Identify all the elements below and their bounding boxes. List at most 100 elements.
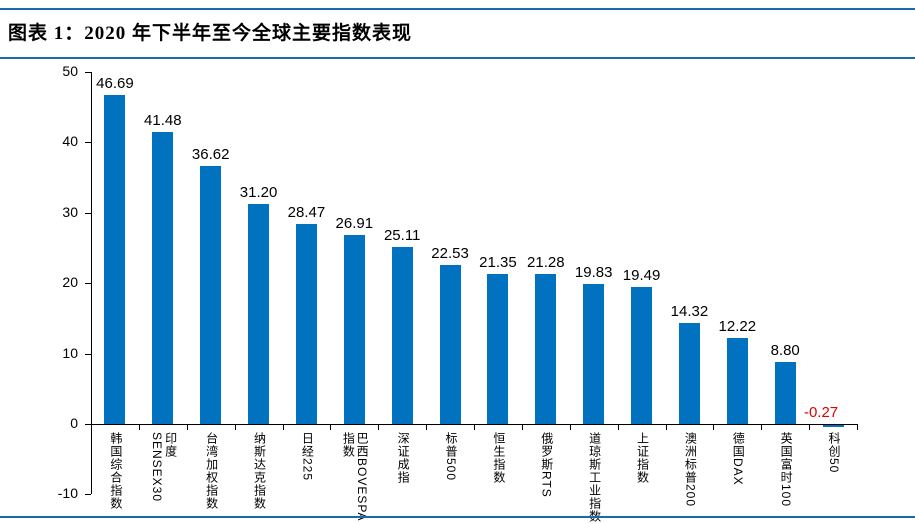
x-axis-label: 德国DAX bbox=[707, 432, 767, 524]
x-axis-tick bbox=[474, 424, 475, 430]
bar bbox=[583, 284, 605, 424]
x-axis-label-text: 恒生指数 bbox=[491, 432, 506, 484]
x-axis-label-text: 澳洲标普200 bbox=[683, 432, 698, 508]
x-axis-label: 韩国综合指数 bbox=[85, 432, 145, 524]
bar bbox=[200, 166, 222, 424]
x-axis-tick bbox=[426, 424, 428, 430]
y-axis-tick-label: 30 bbox=[62, 203, 78, 220]
figure-caption: 图表 1：2020 年下半年至今全球主要指数表现 bbox=[8, 23, 413, 44]
y-axis-tick-label: 40 bbox=[62, 133, 78, 150]
bar-value-label: 41.48 bbox=[144, 111, 182, 129]
x-axis-tick bbox=[282, 424, 284, 430]
bar-value-label: 14.32 bbox=[670, 303, 709, 321]
bar-value-label: 8.80 bbox=[770, 342, 800, 360]
x-axis-tick bbox=[138, 424, 140, 430]
x-axis-tick bbox=[617, 424, 619, 430]
bar-value-label: 31.20 bbox=[239, 184, 278, 202]
y-axis-tick bbox=[85, 353, 91, 355]
bar bbox=[535, 274, 557, 424]
x-axis-label-text: 日经225 bbox=[300, 432, 315, 482]
x-axis-label: 道琼斯工业指数 bbox=[564, 432, 624, 524]
x-axis-tick bbox=[665, 424, 667, 430]
caption-underline-rule bbox=[0, 57, 915, 59]
x-axis-label: 恒生指数 bbox=[468, 432, 528, 524]
x-axis-label-text: 印度SENSEX30 bbox=[149, 432, 178, 503]
bar bbox=[104, 95, 126, 424]
bar bbox=[487, 273, 509, 424]
top-border-rule bbox=[0, 8, 915, 10]
bar-value-label: 19.83 bbox=[574, 264, 613, 282]
bar bbox=[248, 204, 270, 424]
x-axis-label: 印度SENSEX30 bbox=[133, 432, 193, 524]
x-axis-label-text: 巴西BOVESPA指数 bbox=[341, 432, 370, 522]
x-axis-label-text: 道琼斯工业指数 bbox=[587, 432, 602, 523]
x-axis-label-text: 标普500 bbox=[443, 432, 458, 482]
bar bbox=[295, 223, 317, 424]
x-axis-label-text: 科创50 bbox=[826, 432, 841, 474]
y-axis-tick-label: 10 bbox=[62, 344, 78, 361]
x-axis-tick bbox=[569, 424, 571, 430]
bar-value-label: 22.53 bbox=[431, 245, 469, 263]
x-axis-label: 上证指数 bbox=[612, 432, 672, 524]
x-axis-tick bbox=[809, 424, 811, 430]
x-axis-label: 日经225 bbox=[276, 432, 336, 524]
bar bbox=[152, 131, 174, 424]
x-axis-label-text: 纳斯达克指数 bbox=[252, 432, 267, 510]
bar bbox=[774, 362, 796, 424]
x-axis-tick bbox=[857, 424, 858, 430]
bar-value-label: 28.47 bbox=[287, 203, 326, 221]
bar bbox=[631, 286, 653, 424]
y-axis-tick-label: -10 bbox=[57, 485, 78, 502]
bar bbox=[726, 337, 748, 424]
y-axis-tick bbox=[85, 72, 91, 73]
y-axis-tick-label: 0 bbox=[70, 415, 78, 431]
x-axis-label: 俄罗斯RTS bbox=[516, 432, 576, 524]
x-axis-label-text: 韩国综合指数 bbox=[108, 432, 123, 510]
x-axis-label: 英国富时100 bbox=[755, 432, 815, 524]
x-axis-label-text: 深证成指 bbox=[396, 432, 411, 484]
bar bbox=[439, 265, 461, 424]
x-axis-label-text: 德国DAX bbox=[731, 432, 746, 486]
x-axis-label: 科创50 bbox=[803, 432, 863, 524]
bar-value-label: 25.11 bbox=[383, 227, 421, 245]
x-axis-tick bbox=[234, 424, 236, 430]
bar bbox=[822, 425, 844, 427]
bar-value-label: 21.28 bbox=[527, 254, 565, 272]
bar bbox=[391, 247, 413, 424]
x-axis-label: 台湾加权指数 bbox=[181, 432, 241, 524]
y-axis-line bbox=[91, 72, 92, 495]
x-axis-label: 纳斯达克指数 bbox=[229, 432, 289, 524]
x-axis-label-text: 英国富时100 bbox=[779, 432, 794, 508]
bar-value-label: 12.22 bbox=[718, 317, 757, 335]
x-axis-label: 澳洲标普200 bbox=[659, 432, 719, 524]
x-axis-label: 标普500 bbox=[420, 432, 480, 524]
bar-value-label: 21.35 bbox=[479, 253, 517, 271]
x-axis-tick bbox=[378, 424, 380, 430]
x-axis-tick bbox=[91, 424, 92, 430]
bar bbox=[678, 323, 700, 424]
y-axis-tick bbox=[85, 283, 91, 285]
bar-value-label: 26.91 bbox=[335, 214, 374, 232]
bar-value-label: -0.27 bbox=[803, 404, 839, 421]
bottom-border-rule bbox=[0, 516, 915, 518]
y-axis-tick-label: 20 bbox=[62, 274, 78, 291]
x-axis-label: 巴西BOVESPA指数 bbox=[324, 432, 384, 524]
x-axis-label: 深证成指 bbox=[372, 432, 432, 524]
x-axis-label-text: 上证指数 bbox=[635, 432, 650, 484]
y-axis-tick bbox=[85, 212, 91, 214]
y-axis-tick-label: 50 bbox=[62, 63, 78, 79]
bar-value-label: 36.62 bbox=[191, 146, 230, 164]
y-axis-tick bbox=[85, 494, 91, 496]
x-axis-tick bbox=[186, 424, 188, 430]
y-axis-tick bbox=[85, 424, 91, 425]
bar-value-label: 19.49 bbox=[622, 266, 661, 284]
x-axis-tick bbox=[521, 424, 523, 430]
x-axis-label-text: 俄罗斯RTS bbox=[539, 432, 554, 498]
x-axis-tick bbox=[761, 424, 763, 430]
bar bbox=[343, 234, 365, 424]
x-axis-label-text: 台湾加权指数 bbox=[204, 432, 219, 510]
x-axis-tick bbox=[330, 424, 332, 430]
y-axis-tick bbox=[85, 142, 91, 144]
